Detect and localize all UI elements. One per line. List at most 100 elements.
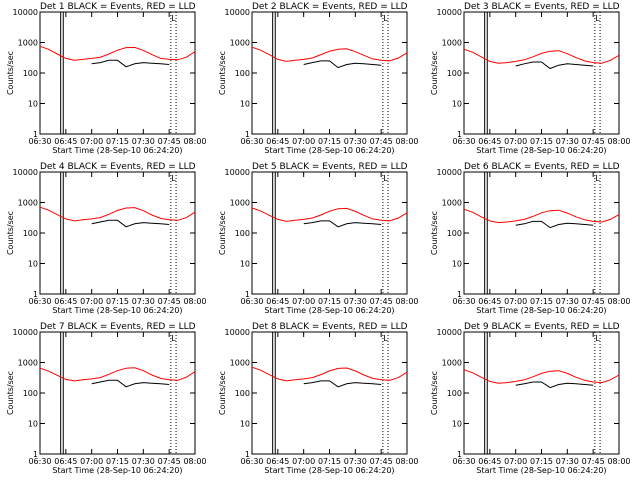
x-tick-label: 07:45: [158, 137, 181, 146]
x-tick-label: 06:30: [452, 457, 475, 466]
y-tick-label: 10: [28, 260, 38, 269]
x-tick-label: 08:00: [183, 137, 206, 146]
series-events-line: [91, 379, 170, 388]
y-tick-label: 1000: [18, 199, 38, 208]
x-tick-label: 07:45: [582, 297, 605, 306]
y-axis-label: Counts/sec: [218, 51, 227, 95]
x-tick-label: 07:15: [106, 297, 129, 306]
x-tick-label: 08:00: [183, 457, 206, 466]
x-tick-label: 07:00: [504, 457, 527, 466]
x-tick-label: 06:45: [478, 457, 501, 466]
x-tick-label: 07:30: [132, 297, 155, 306]
x-tick-label: 06:45: [54, 297, 77, 306]
panel-title: Det 9 BLACK = Events, RED = LLD: [464, 322, 620, 332]
y-tick-label: 10: [452, 260, 462, 269]
x-tick-label: 06:45: [478, 137, 501, 146]
x-tick-label: 07:30: [556, 137, 579, 146]
flag-label: L: [383, 334, 388, 343]
series-lld-line: [463, 208, 620, 224]
x-tick-label: 07:00: [504, 297, 527, 306]
series-lld-line: [251, 46, 408, 62]
y-tick-label: 10: [240, 260, 250, 269]
x-axis-label: Start Time (28-Sep-10 06:24:20): [52, 146, 182, 155]
y-tick-label: 1000: [18, 39, 38, 48]
x-tick-label: 07:15: [318, 457, 341, 466]
x-tick-label: 07:15: [530, 137, 553, 146]
x-tick-label: 08:00: [395, 137, 418, 146]
series-lld-line: [251, 207, 408, 222]
x-tick-label: 07:30: [556, 297, 579, 306]
panel-title: Det 5 BLACK = Events, RED = LLD: [252, 162, 408, 172]
flag-label: L: [383, 174, 388, 183]
y-tick-label: 100: [23, 69, 38, 78]
y-tick-label: 100: [23, 389, 38, 398]
y-tick-label: 10000: [13, 8, 38, 17]
y-tick-label: 1000: [442, 39, 462, 48]
x-tick-label: 07:30: [344, 457, 367, 466]
detector-panel-9: Det 9 BLACK = Events, RED = LLD 1 10 100 100…: [430, 322, 631, 475]
y-tick-label: 10000: [225, 8, 250, 17]
x-tick-label: 08:00: [607, 297, 630, 306]
y-axis-label: Counts/sec: [430, 211, 439, 255]
x-tick-label: 07:45: [158, 297, 181, 306]
panel-title: Det 1 BLACK = Events, RED = LLD: [40, 2, 196, 12]
x-tick-label: 07:00: [504, 137, 527, 146]
x-tick-label: 07:00: [80, 457, 103, 466]
series-events-line: [91, 219, 170, 228]
flag-label: L: [171, 174, 176, 183]
y-tick-label: 100: [447, 229, 462, 238]
series-lld-line: [39, 206, 196, 222]
y-tick-label: 1000: [442, 199, 462, 208]
flag-label: L: [171, 334, 176, 343]
x-tick-label: 08:00: [395, 297, 418, 306]
series-lld-line: [463, 48, 620, 64]
y-tick-label: 1: [245, 290, 250, 299]
x-tick-label: 07:30: [556, 457, 579, 466]
x-tick-label: 07:45: [582, 457, 605, 466]
y-tick-label: 1000: [18, 359, 38, 368]
x-tick-label: 06:45: [54, 457, 77, 466]
flag-label: L: [595, 14, 600, 23]
x-tick-label: 07:45: [370, 297, 393, 306]
panel-title: Det 8 BLACK = Events, RED = LLD: [252, 322, 408, 332]
x-tick-label: 07:00: [80, 297, 103, 306]
x-tick-label: 07:45: [582, 137, 605, 146]
x-tick-label: 08:00: [607, 457, 630, 466]
y-axis-label: Counts/sec: [6, 51, 15, 95]
x-tick-label: 07:15: [530, 457, 553, 466]
detector-panel-6: Det 6 BLACK = Events, RED = LLD 1 10 100 100…: [430, 162, 631, 315]
y-axis-label: Counts/sec: [430, 371, 439, 415]
y-tick-label: 1000: [230, 199, 250, 208]
series-lld-line: [251, 366, 408, 382]
series-events-line: [515, 220, 594, 229]
flag-label: L: [595, 334, 600, 343]
y-tick-label: 1: [33, 450, 38, 459]
y-tick-label: 1000: [230, 39, 250, 48]
detector-panel-5: Det 5 BLACK = Events, RED = LLD 1 10 100 100…: [218, 162, 419, 315]
x-tick-label: 08:00: [183, 297, 206, 306]
y-tick-label: 10000: [437, 328, 462, 337]
panel-title: Det 2 BLACK = Events, RED = LLD: [252, 2, 408, 12]
x-tick-label: 06:30: [28, 457, 51, 466]
y-tick-label: 1: [33, 290, 38, 299]
x-tick-label: 07:15: [530, 297, 553, 306]
y-tick-label: 1: [457, 290, 462, 299]
x-tick-label: 08:00: [395, 457, 418, 466]
x-tick-label: 07:00: [292, 297, 315, 306]
y-tick-label: 100: [235, 229, 250, 238]
x-tick-label: 06:45: [54, 137, 77, 146]
x-tick-label: 07:30: [132, 137, 155, 146]
x-tick-label: 06:30: [240, 297, 263, 306]
detector-panel-4: Det 4 BLACK = Events, RED = LLD 1 10 100 100…: [6, 162, 207, 315]
panel-title: Det 3 BLACK = Events, RED = LLD: [464, 2, 620, 12]
x-tick-label: 07:15: [318, 297, 341, 306]
x-axis-label: Start Time (28-Sep-10 06:24:20): [264, 306, 394, 315]
x-tick-label: 07:30: [344, 297, 367, 306]
detector-panel-7: Det 7 BLACK = Events, RED = LLD 1 10 100 100…: [6, 322, 207, 475]
series-events-line: [303, 380, 382, 388]
x-tick-label: 06:45: [478, 297, 501, 306]
flag-label: L: [171, 14, 176, 23]
x-tick-label: 06:30: [28, 137, 51, 146]
y-tick-label: 100: [23, 229, 38, 238]
x-tick-label: 07:45: [370, 457, 393, 466]
